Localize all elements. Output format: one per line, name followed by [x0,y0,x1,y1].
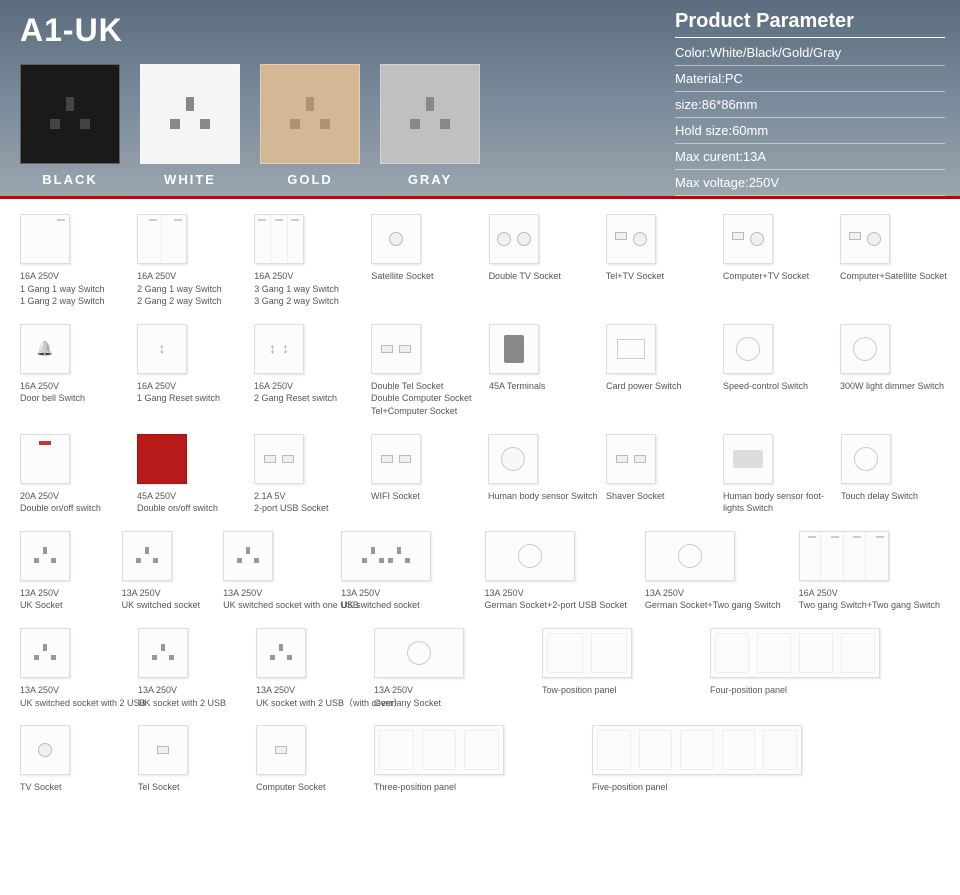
item-tv: TV Socket [20,725,120,794]
product-title: A1-UK [20,12,640,49]
param-row: size:86*86mm [675,92,945,118]
header-left: A1-UK BLACK WHITE GOLD GRAY [0,0,660,196]
variant-gray-img [380,64,480,164]
item-45a-term: 45A Terminals [489,324,588,393]
variant-gray: GRAY [380,64,480,187]
item-footlight: Human body sensor foot-lights Switch [723,434,823,515]
grid-row-2: 16A 250VDoor bell Switch 16A 250V1 Gang … [20,324,940,418]
item-uk-2usb-sw: 13A 250VUK switched socket with 2 USB [20,628,120,709]
item-computer: Computer Socket [256,725,356,794]
item-speed: Speed-control Switch [723,324,822,393]
item-german-usb: 13A 250VGerman Socket+2-port USB Socket [485,531,627,612]
variant-gold: GOLD [260,64,360,187]
param-row: Hold size:60mm [675,118,945,144]
item-uk-sw2: 13A 250VUK switched socket [341,531,466,612]
variant-black-label: BLACK [20,172,120,187]
grid-row-4: 13A 250VUK Socket 13A 250VUK switched so… [20,531,940,612]
item-satellite: Satellite Socket [371,214,470,283]
item-uk-2usb-cover: 13A 250VUK socket with 2 USB（with cover） [256,628,356,709]
variant-white-label: WHITE [140,172,240,187]
item-uk-usb1: 13A 250VUK switched socket with one USB [223,531,323,612]
item-computer-tv: Computer+TV Socket [723,214,822,283]
item-card-power: Card power Switch [606,324,705,393]
item-uk-socket: 13A 250VUK Socket [20,531,104,612]
variant-row: BLACK WHITE GOLD GRAY [20,64,640,187]
item-uk-2usb: 13A 250VUK socket with 2 USB [138,628,238,709]
header-banner: A1-UK BLACK WHITE GOLD GRAY Product Para… [0,0,960,196]
param-row: Color:White/Black/Gold/Gray [675,40,945,66]
item-dimmer: 300W light dimmer Switch [840,324,940,393]
item-45a: 45A 250VDouble on/off switch [137,434,236,515]
product-grid: 16A 250V1 Gang 1 way Switch1 Gang 2 way … [0,199,960,825]
item-1gang: 16A 250V1 Gang 1 way Switch1 Gang 2 way … [20,214,119,308]
item-2gang-2gang: 16A 250VTwo gang Switch+Two gang Switch [799,531,940,612]
item-tel-tv: Tel+TV Socket [606,214,705,283]
item-3pos: Three-position panel [374,725,574,794]
item-1reset: 16A 250V1 Gang Reset switch [137,324,236,405]
variant-black: BLACK [20,64,120,187]
item-shaver: Shaver Socket [606,434,705,503]
item-wifi: WIFI Socket [371,434,470,503]
variant-gold-label: GOLD [260,172,360,187]
item-german-sw: 13A 250VGerman Socket+Two gang Switch [645,531,781,612]
grid-row-5: 13A 250VUK switched socket with 2 USB 13… [20,628,940,709]
variant-white-img [140,64,240,164]
item-computer-sat: Computer+Satellite Socket [840,214,940,283]
param-row: Material:PC [675,66,945,92]
item-doorbell: 16A 250VDoor bell Switch [20,324,119,405]
item-4pos: Four-position panel [710,628,930,697]
param-panel: Product Parameter Color:White/Black/Gold… [660,0,960,196]
item-tel: Tel Socket [138,725,238,794]
variant-gold-img [260,64,360,164]
item-2gang: 16A 250V2 Gang 1 way Switch2 Gang 2 way … [137,214,236,308]
item-touch: Touch delay Switch [841,434,940,503]
item-double-tel: Double Tel SocketDouble Computer SocketT… [371,324,471,418]
item-2pos: Tow-position panel [542,628,692,697]
variant-black-img [20,64,120,164]
item-usb: 2.1A 5V2-port USB Socket [254,434,353,515]
grid-row-6: TV Socket Tel Socket Computer Socket Thr… [20,725,940,794]
item-20a: 20A 250VDouble on/off switch [20,434,119,515]
grid-row-1: 16A 250V1 Gang 1 way Switch1 Gang 2 way … [20,214,940,308]
item-sensor: Human body sensor Switch [488,434,588,503]
item-germany: 13A 250VGermany Socket [374,628,524,709]
item-2reset: 16A 250V2 Gang Reset switch [254,324,353,405]
item-5pos: Five-position panel [592,725,852,794]
param-row: Max voltage:250V [675,170,945,196]
param-title: Product Parameter [675,10,945,38]
variant-white: WHITE [140,64,240,187]
item-3gang: 16A 250V3 Gang 1 way Switch3 Gang 2 way … [254,214,353,308]
variant-gray-label: GRAY [380,172,480,187]
param-row: Max curent:13A [675,144,945,170]
item-uk-switched: 13A 250VUK switched socket [122,531,206,612]
grid-row-3: 20A 250VDouble on/off switch 45A 250VDou… [20,434,940,515]
item-double-tv: Double TV Socket [489,214,588,283]
